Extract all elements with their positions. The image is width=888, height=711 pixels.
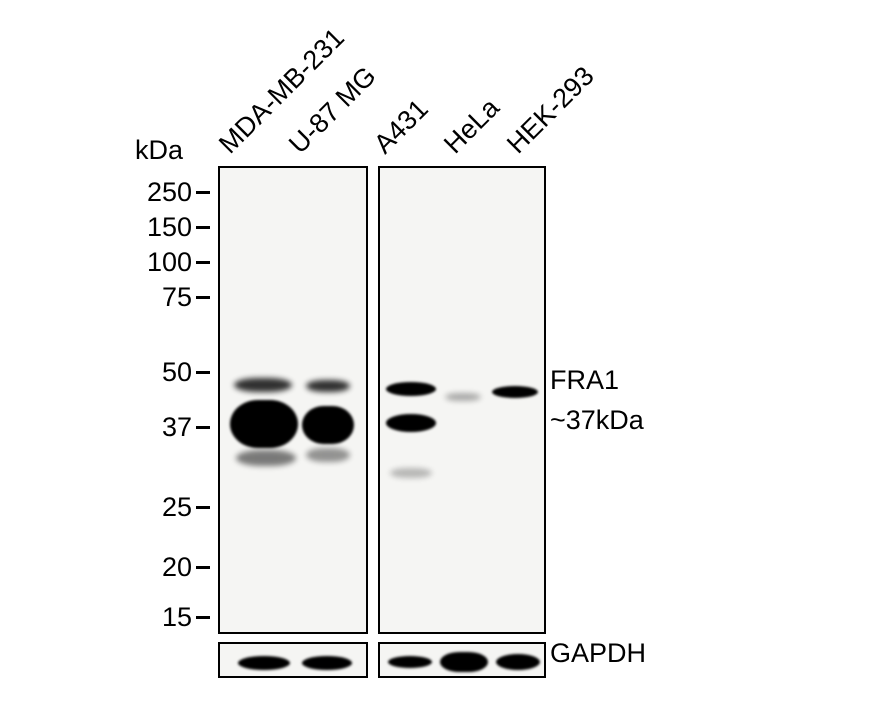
marker-25: 25 bbox=[162, 492, 192, 523]
marker-column: 250 150 100 75 50 37 25 20 15 bbox=[120, 165, 210, 625]
band bbox=[496, 654, 540, 670]
lane-label-3: A431 bbox=[368, 93, 435, 160]
band bbox=[302, 656, 352, 670]
marker-50: 50 bbox=[162, 357, 192, 388]
tick-15 bbox=[196, 616, 210, 619]
marker-100: 100 bbox=[147, 247, 192, 278]
band bbox=[386, 414, 436, 432]
lane-labels-group: MDA-MB-231 U-87 MG A431 HeLa HEK-293 bbox=[215, 20, 675, 160]
blot-panel-right bbox=[378, 166, 546, 634]
gapdh-label: GAPDH bbox=[550, 638, 646, 669]
band bbox=[492, 386, 538, 398]
lane-label-4: HeLa bbox=[438, 92, 506, 160]
blot-panel-left bbox=[218, 166, 368, 634]
band bbox=[230, 400, 298, 448]
marker-75: 75 bbox=[162, 282, 192, 313]
band bbox=[306, 448, 350, 462]
marker-15: 15 bbox=[162, 602, 192, 633]
tick-100 bbox=[196, 261, 210, 264]
band bbox=[238, 656, 290, 670]
gapdh-panel-right bbox=[378, 642, 546, 678]
marker-150: 150 bbox=[147, 212, 192, 243]
band bbox=[386, 382, 436, 396]
lane-label-5: HEK-293 bbox=[501, 61, 600, 160]
tick-20 bbox=[196, 566, 210, 569]
band bbox=[445, 393, 481, 401]
band bbox=[388, 656, 432, 668]
unit-label: kDa bbox=[135, 135, 183, 166]
size-label: ~37kDa bbox=[550, 405, 644, 436]
marker-20: 20 bbox=[162, 552, 192, 583]
tick-250 bbox=[196, 191, 210, 194]
band bbox=[236, 450, 296, 466]
tick-75 bbox=[196, 296, 210, 299]
marker-250: 250 bbox=[147, 177, 192, 208]
band bbox=[302, 406, 354, 444]
marker-37: 37 bbox=[162, 412, 192, 443]
western-blot-figure: kDa MDA-MB-231 U-87 MG A431 HeLa HEK-293… bbox=[60, 20, 840, 700]
tick-25 bbox=[196, 506, 210, 509]
band bbox=[440, 652, 488, 672]
band bbox=[306, 380, 350, 392]
tick-50 bbox=[196, 371, 210, 374]
band bbox=[234, 378, 292, 392]
target-label: FRA1 bbox=[550, 365, 619, 396]
band bbox=[390, 468, 432, 478]
tick-150 bbox=[196, 226, 210, 229]
gapdh-panel-left bbox=[218, 642, 368, 678]
tick-37 bbox=[196, 426, 210, 429]
